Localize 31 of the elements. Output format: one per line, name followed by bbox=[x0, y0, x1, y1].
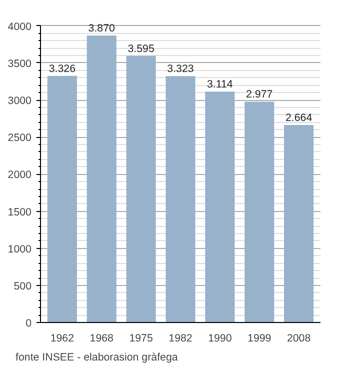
bar bbox=[86, 36, 116, 322]
data-label: 3.114 bbox=[207, 78, 233, 91]
y-tick-label: 4000 bbox=[8, 20, 32, 33]
y-tick-label: 3500 bbox=[8, 58, 32, 70]
y-tick-label: 2500 bbox=[8, 132, 32, 144]
x-tick-label: 1975 bbox=[129, 332, 153, 344]
data-label: 2.664 bbox=[285, 112, 312, 124]
bar bbox=[126, 56, 156, 322]
data-label: 3.326 bbox=[48, 62, 76, 75]
y-tick-label: 1500 bbox=[8, 206, 32, 218]
data-label: 3.595 bbox=[128, 42, 154, 55]
bar bbox=[205, 92, 235, 322]
x-tick-label: 1962 bbox=[50, 332, 74, 344]
x-tick-label: 1990 bbox=[208, 332, 232, 344]
data-label: 3.323 bbox=[167, 63, 194, 76]
bar bbox=[166, 76, 196, 322]
x-tick-label: 2008 bbox=[286, 332, 311, 344]
bar bbox=[47, 76, 77, 322]
x-tick-label: 1999 bbox=[248, 332, 272, 344]
y-tick-label: 2000 bbox=[8, 169, 32, 182]
x-tick-label: 1968 bbox=[90, 332, 114, 344]
y-tick-label: 0 bbox=[26, 318, 32, 330]
x-tick-label: 1982 bbox=[168, 332, 192, 344]
y-tick-label: 1000 bbox=[8, 243, 32, 256]
y-tick-label: 3000 bbox=[8, 95, 32, 108]
bar bbox=[284, 124, 314, 322]
source-note: fonte INSEE - elaborasion gràfega bbox=[16, 352, 178, 364]
data-label: 3.870 bbox=[88, 22, 116, 35]
bar bbox=[244, 102, 274, 322]
y-tick-label: 500 bbox=[14, 280, 32, 292]
data-label: 2.977 bbox=[246, 88, 273, 101]
